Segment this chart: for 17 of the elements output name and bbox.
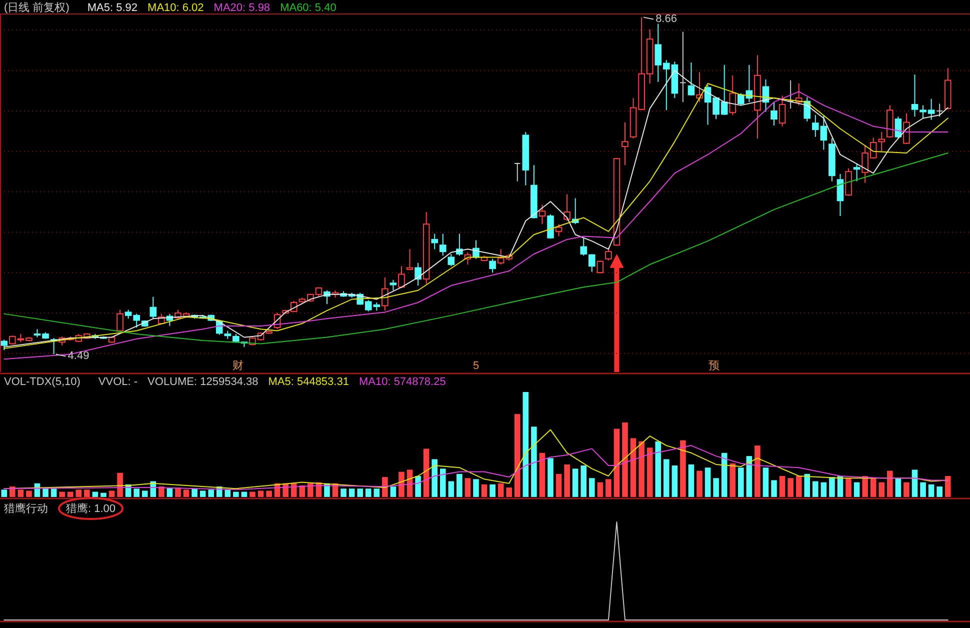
text: MA60: 5.40 [280, 2, 336, 14]
text: MA5: 544853.31 [268, 376, 349, 388]
annotation: 预 [708, 360, 720, 372]
text: VVOL: - [98, 376, 138, 388]
chart-title: (日线 前复权) [4, 1, 70, 14]
text: MA20: 5.98 [214, 2, 270, 14]
text: 猎鹰: 1.00 [66, 502, 116, 515]
annotation: 4.49 [68, 350, 90, 362]
text: VOLUME: 1259534.38 [148, 376, 258, 388]
chart-title: VOL-TDX(5,10) [4, 376, 80, 388]
text: MA10: 6.02 [148, 2, 204, 14]
text: MA5: 5.92 [87, 2, 138, 14]
annotation: 财 [232, 359, 244, 372]
chart-title: 猎鹰行动 [4, 502, 48, 515]
annotation: 5 [472, 360, 480, 372]
annotation: 8.66 [656, 13, 677, 26]
text: MA10: 574878.25 [358, 376, 446, 388]
